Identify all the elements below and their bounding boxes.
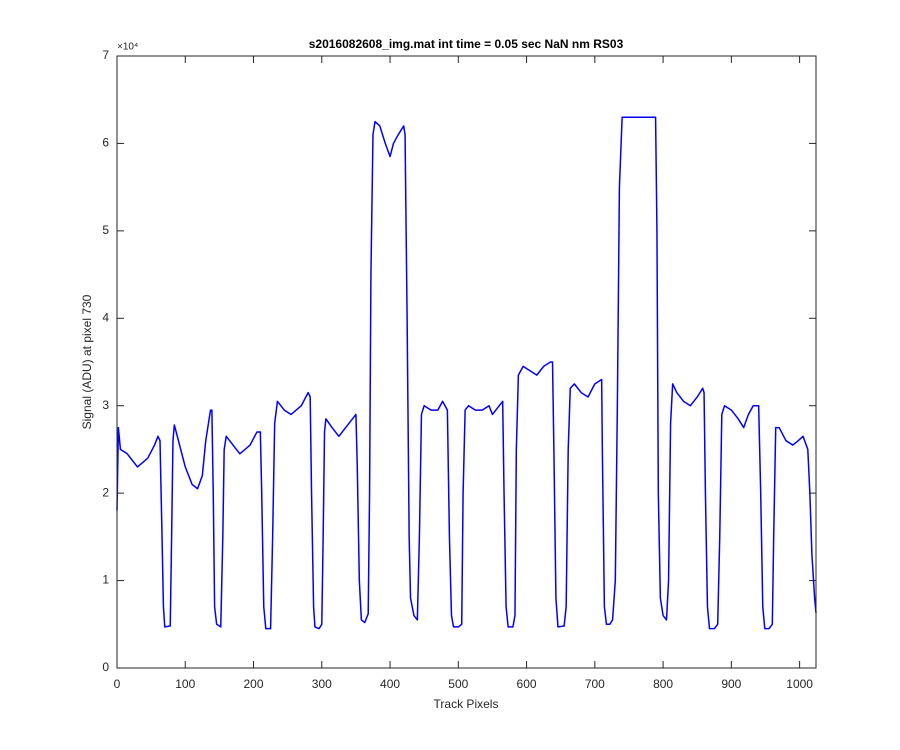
x-tick-label: 600 [517,677,537,691]
x-tick-label: 800 [653,677,673,691]
y-tick-label: 0 [102,660,109,674]
chart-title: s2016082608_img.mat int time = 0.05 sec … [309,37,624,51]
x-tick-label: 400 [380,677,400,691]
axes-box [116,55,817,669]
y-tick-label: 3 [102,398,109,412]
y-axis-label: Signal (ADU) at pixel 730 [80,294,94,429]
y-tick-label: 4 [102,310,109,324]
y-exponent-label: ×10⁴ [117,42,138,53]
plot-area [117,56,816,668]
y-tick-label: 1 [102,573,109,587]
y-tick-label: 6 [102,136,109,150]
x-tick-label: 700 [585,677,605,691]
x-tick-label: 500 [448,677,468,691]
data-line [116,116,817,630]
x-tick-label: 100 [175,677,195,691]
x-tick-label: 1000 [786,677,813,691]
x-tick-label: 300 [312,677,332,691]
x-tick-label: 900 [721,677,741,691]
y-tick-label: 5 [102,223,109,237]
x-tick-label: 0 [114,677,121,691]
y-tick-label: 7 [102,48,109,62]
x-tick-label: 200 [244,677,264,691]
y-tick-label: 2 [102,485,109,499]
x-axis-label: Track Pixels [434,697,499,711]
